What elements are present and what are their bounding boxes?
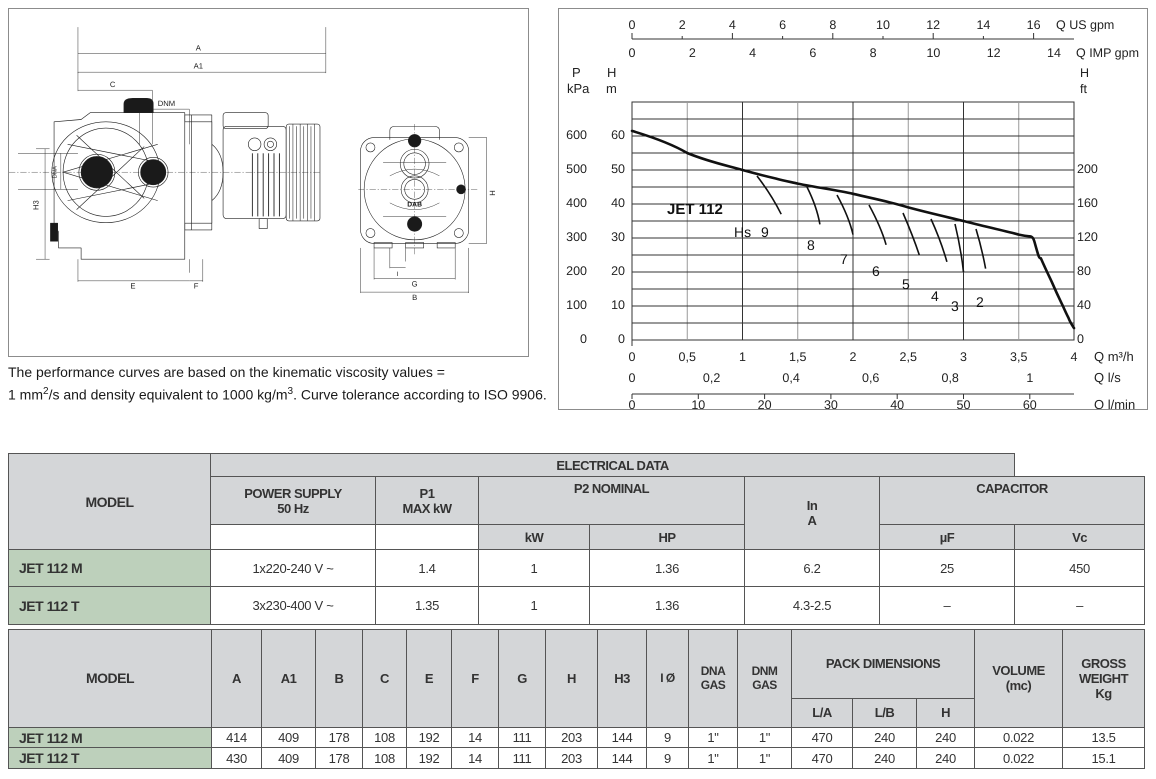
svg-text:H: H — [488, 190, 497, 196]
svg-text:0: 0 — [1077, 332, 1084, 346]
svg-text:3: 3 — [960, 350, 967, 364]
svg-text:DNM: DNM — [158, 99, 175, 108]
svg-text:4: 4 — [749, 46, 756, 60]
svg-text:40: 40 — [611, 196, 625, 210]
svg-text:H3: H3 — [32, 200, 41, 210]
svg-text:Q m³/h: Q m³/h — [1094, 349, 1134, 364]
svg-text:A: A — [196, 44, 201, 53]
svg-text:2: 2 — [689, 46, 696, 60]
svg-text:8: 8 — [870, 46, 877, 60]
svg-text:400: 400 — [566, 196, 587, 210]
svg-text:Q IMP gpm: Q IMP gpm — [1076, 46, 1139, 60]
svg-text:200: 200 — [1077, 162, 1098, 176]
svg-text:600: 600 — [566, 128, 587, 142]
svg-text:10: 10 — [876, 18, 890, 32]
svg-text:6: 6 — [779, 18, 786, 32]
svg-text:E: E — [130, 282, 135, 291]
svg-text:30: 30 — [611, 230, 625, 244]
svg-text:G: G — [412, 279, 418, 288]
svg-text:I: I — [397, 270, 399, 277]
svg-text:0: 0 — [629, 46, 636, 60]
svg-text:Q l/min: Q l/min — [1094, 397, 1135, 410]
svg-text:40: 40 — [1077, 298, 1091, 312]
svg-text:20: 20 — [611, 264, 625, 278]
svg-text:2: 2 — [850, 350, 857, 364]
svg-text:14: 14 — [1047, 46, 1061, 60]
svg-text:20: 20 — [758, 398, 772, 410]
svg-text:0: 0 — [629, 18, 636, 32]
svg-text:Hs: Hs — [734, 224, 751, 240]
svg-text:3: 3 — [951, 298, 959, 314]
svg-text:50: 50 — [957, 398, 971, 410]
svg-text:8: 8 — [829, 18, 836, 32]
svg-text:8: 8 — [807, 237, 815, 253]
svg-text:1: 1 — [739, 350, 746, 364]
svg-text:16: 16 — [1027, 18, 1041, 32]
svg-text:80: 80 — [1077, 264, 1091, 278]
svg-text:Q l/s: Q l/s — [1094, 370, 1121, 385]
svg-text:12: 12 — [987, 46, 1001, 60]
svg-text:40: 40 — [890, 398, 904, 410]
svg-text:4: 4 — [931, 288, 939, 304]
svg-text:5: 5 — [902, 276, 910, 292]
svg-text:3,5: 3,5 — [1010, 350, 1027, 364]
svg-text:JET 112: JET 112 — [667, 201, 723, 218]
svg-text:7: 7 — [840, 251, 848, 267]
svg-text:30: 30 — [824, 398, 838, 410]
svg-text:1: 1 — [1026, 371, 1033, 385]
svg-text:2,5: 2,5 — [900, 350, 917, 364]
svg-text:Q US gpm: Q US gpm — [1056, 18, 1114, 32]
svg-text:4: 4 — [1071, 350, 1078, 364]
svg-text:kPa: kPa — [567, 81, 590, 96]
svg-text:4: 4 — [729, 18, 736, 32]
svg-text:0,6: 0,6 — [862, 371, 879, 385]
svg-text:500: 500 — [566, 162, 587, 176]
svg-text:0: 0 — [618, 332, 625, 346]
svg-text:0,4: 0,4 — [782, 371, 799, 385]
svg-text:0,8: 0,8 — [942, 371, 959, 385]
svg-text:1,5: 1,5 — [789, 350, 806, 364]
svg-text:300: 300 — [566, 230, 587, 244]
svg-text:9: 9 — [761, 224, 769, 240]
svg-text:14: 14 — [976, 18, 990, 32]
svg-text:C: C — [110, 80, 116, 89]
svg-text:A1: A1 — [194, 62, 203, 71]
svg-text:50: 50 — [611, 162, 625, 176]
svg-text:120: 120 — [1077, 230, 1098, 244]
svg-text:12: 12 — [926, 18, 940, 32]
svg-text:200: 200 — [566, 264, 587, 278]
svg-text:60: 60 — [611, 128, 625, 142]
svg-text:m: m — [606, 81, 617, 96]
svg-text:160: 160 — [1077, 196, 1098, 210]
svg-text:H: H — [1080, 66, 1089, 80]
svg-text:10: 10 — [926, 46, 940, 60]
svg-text:100: 100 — [566, 298, 587, 312]
svg-text:H: H — [607, 65, 616, 80]
svg-text:10: 10 — [611, 298, 625, 312]
svg-text:2: 2 — [679, 18, 686, 32]
svg-text:P: P — [572, 65, 581, 80]
svg-text:2: 2 — [976, 294, 984, 310]
svg-text:0: 0 — [580, 332, 587, 346]
svg-text:B: B — [412, 293, 417, 302]
svg-text:F: F — [194, 282, 199, 291]
svg-text:ft: ft — [1080, 82, 1087, 96]
svg-text:6: 6 — [872, 263, 880, 279]
svg-text:60: 60 — [1023, 398, 1037, 410]
svg-text:DAB: DAB — [407, 201, 422, 209]
svg-text:6: 6 — [809, 46, 816, 60]
